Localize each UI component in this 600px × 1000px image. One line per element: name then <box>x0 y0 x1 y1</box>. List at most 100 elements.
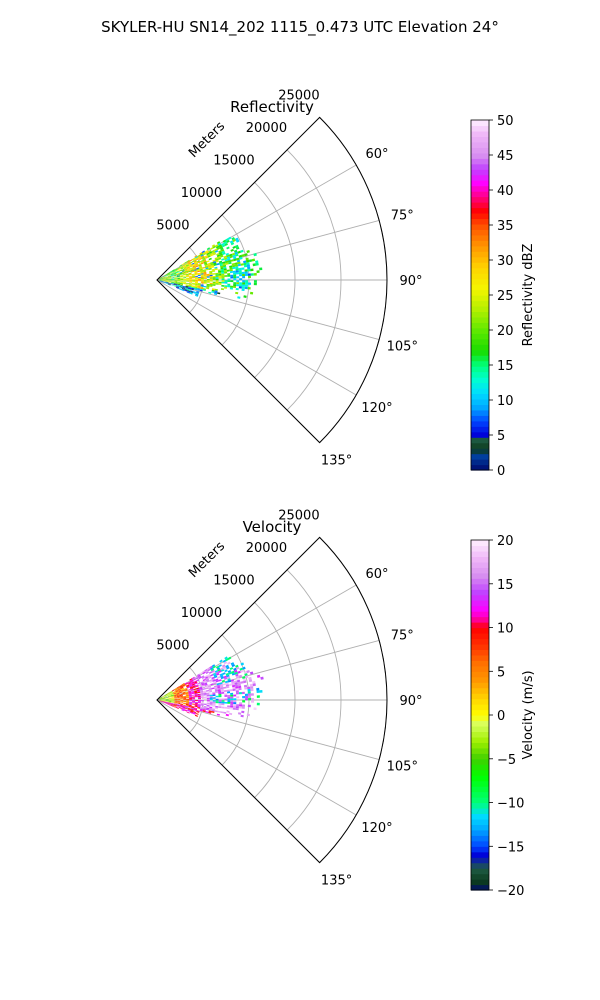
range-tick-label: 10000 <box>181 606 222 621</box>
echo-cell <box>182 287 186 289</box>
echo-cell <box>221 701 225 704</box>
colorbar-swatch <box>471 654 489 661</box>
echo-cell <box>189 702 192 704</box>
colorbar-swatch <box>471 567 489 574</box>
echo-cell <box>165 702 169 704</box>
echo-cell <box>170 704 174 706</box>
echo-cell <box>219 263 223 267</box>
echo-cell <box>187 261 191 264</box>
echo-cell <box>199 257 203 261</box>
echo-cell <box>192 282 195 284</box>
echo-cell <box>225 672 229 676</box>
colorbar-swatch <box>471 180 489 187</box>
colorbar-swatch <box>471 622 489 629</box>
reflectivity-polar-axes: 60°75°90°105°120°135°5000100001500020000… <box>156 88 423 469</box>
echo-cell <box>189 711 193 714</box>
echo-cell <box>180 703 183 705</box>
echo-cell <box>191 703 195 705</box>
colorbar-swatch <box>471 846 489 853</box>
echo-cell <box>247 693 251 696</box>
colorbar-swatch <box>471 420 489 427</box>
echo-cell <box>174 276 178 278</box>
echo-cell <box>242 676 246 679</box>
echo-cell <box>192 696 195 698</box>
echo-cell <box>247 273 251 276</box>
colorbar-swatch <box>471 240 489 247</box>
azimuth-spoke <box>156 640 380 701</box>
echo-cell <box>196 267 200 270</box>
echo-cell <box>218 272 222 275</box>
echo-cell <box>191 683 195 686</box>
range-tick-label: 20000 <box>246 121 287 136</box>
echo-cell <box>212 672 217 676</box>
echo-cell <box>176 706 180 708</box>
echo-cell <box>187 288 191 291</box>
echo-cell <box>180 697 184 699</box>
echo-cell <box>197 702 201 704</box>
echo-cell <box>233 704 237 707</box>
echo-cell <box>218 273 222 276</box>
echo-cell <box>200 277 204 280</box>
echo-cell <box>177 279 181 281</box>
echo-cell <box>193 259 197 262</box>
echo-cell <box>182 273 186 275</box>
echo-cell <box>173 694 177 696</box>
echo-cell <box>190 711 194 713</box>
echo-cell <box>183 277 187 279</box>
echo-cell <box>244 284 248 287</box>
echo-cell <box>215 281 219 284</box>
echo-cell <box>167 693 171 696</box>
echo-cell <box>185 693 189 696</box>
echo-cell <box>171 702 175 703</box>
echo-cell <box>165 700 169 702</box>
echo-cell <box>189 679 193 682</box>
echo-cell <box>213 262 217 265</box>
echo-cell <box>168 696 172 698</box>
echo-cell <box>179 286 183 288</box>
echo-cell <box>183 282 187 283</box>
echo-cell <box>194 702 198 705</box>
velocity-panel: Velocity 60°75°90°105°120°135°5000100001… <box>156 508 536 899</box>
colorbar-tick-label: 20 <box>497 324 514 339</box>
echo-cell <box>205 708 209 711</box>
colorbar-swatch <box>471 807 489 815</box>
echo-cell <box>159 698 163 700</box>
echo-cell <box>185 272 189 274</box>
colorbar-swatch <box>471 158 489 165</box>
colorbar-swatch <box>471 884 489 891</box>
echo-cell <box>199 686 203 689</box>
echo-cell <box>215 274 219 276</box>
colorbar-swatch <box>471 632 489 640</box>
echo-cell <box>226 254 230 258</box>
echo-cell <box>242 273 245 277</box>
colorbar-swatch <box>471 377 489 384</box>
echo-cell <box>159 280 163 281</box>
echo-cell <box>159 277 163 279</box>
echo-cell <box>201 699 204 701</box>
echo-cell <box>215 258 219 261</box>
echo-cell <box>167 275 171 277</box>
echo-cell <box>171 697 175 699</box>
echo-cell <box>226 676 231 679</box>
echo-cell <box>174 695 177 697</box>
echo-cell <box>185 262 189 265</box>
echo-cell <box>186 277 190 279</box>
echo-cell <box>204 684 208 687</box>
echo-cell <box>189 281 193 283</box>
echo-cell <box>206 276 210 278</box>
echo-cell <box>170 273 174 276</box>
echo-cell <box>214 268 218 271</box>
colorbar-swatch <box>471 704 489 711</box>
echo-cell <box>215 280 219 282</box>
echo-cell <box>194 707 198 710</box>
echo-cell <box>171 689 175 692</box>
echo-cell <box>252 680 256 684</box>
echo-cell <box>176 286 180 288</box>
echo-cell <box>171 701 175 703</box>
echo-cell <box>212 697 216 699</box>
echo-cell <box>171 278 175 280</box>
echo-cell <box>229 240 234 244</box>
echo-cell <box>196 687 200 690</box>
echo-cell <box>162 696 165 698</box>
echo-cell <box>253 280 257 283</box>
